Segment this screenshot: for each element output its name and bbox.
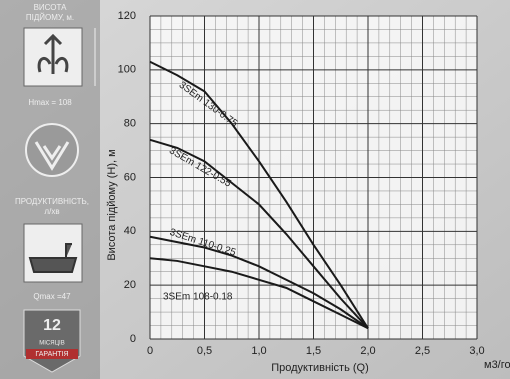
x-tick-label: 0,5 [197,345,212,357]
flow-check [34,141,70,171]
height-label: ВИСОТА [34,3,68,12]
y-axis-title: Висота підйому (H), м [106,149,118,260]
x-tick-label: 2,0 [360,345,375,357]
series-line [149,138,369,329]
x-axis-title: Продуктивність (Q) [271,362,369,374]
x-axis-unit: м3/год [484,359,510,371]
x-tick-label: 0 [147,345,153,357]
flow-label: ПРОДУКТИВНІСТЬ, [15,197,89,206]
height-label: ПІДЙОМУ, м. [26,13,74,22]
sidebar: ВИСОТА ПІДЙОМУ, м. Hmax = 108 ПРОДУКТИВН… [0,0,100,379]
series-line [149,60,369,329]
warranty-text: МІСЯЦІВ [39,341,64,347]
hmax: Hmax = 108 [28,98,72,107]
x-tick-label: 1,0 [251,345,266,357]
y-tick-label: 60 [124,171,136,183]
qmax: Qmax =47 [33,292,71,301]
y-tick-label: 20 [124,279,136,291]
flow-label: л/хв [44,207,59,216]
series-line [149,257,369,330]
y-tick-label: 100 [118,64,136,76]
series-line [149,235,369,330]
y-tick-label: 40 [124,225,136,237]
series-label: 3SEm 108-0.18 [163,292,233,303]
y-tick-label: 80 [124,118,136,130]
y-tick-label: 0 [130,333,136,345]
warranty-ribbon [26,349,78,359]
flow-icon [25,123,79,177]
x-tick-label: 1,5 [306,345,321,357]
warranty-months: 12 [43,317,61,334]
flow-box [23,223,83,283]
fountain-icon [37,33,69,74]
warranty-text: ГАРАНТІЯ [35,351,68,358]
x-tick-label: 3,0 [469,345,484,357]
x-tick-label: 2,5 [415,345,430,357]
y-tick-label: 120 [118,10,136,22]
bath-icon [28,243,78,273]
